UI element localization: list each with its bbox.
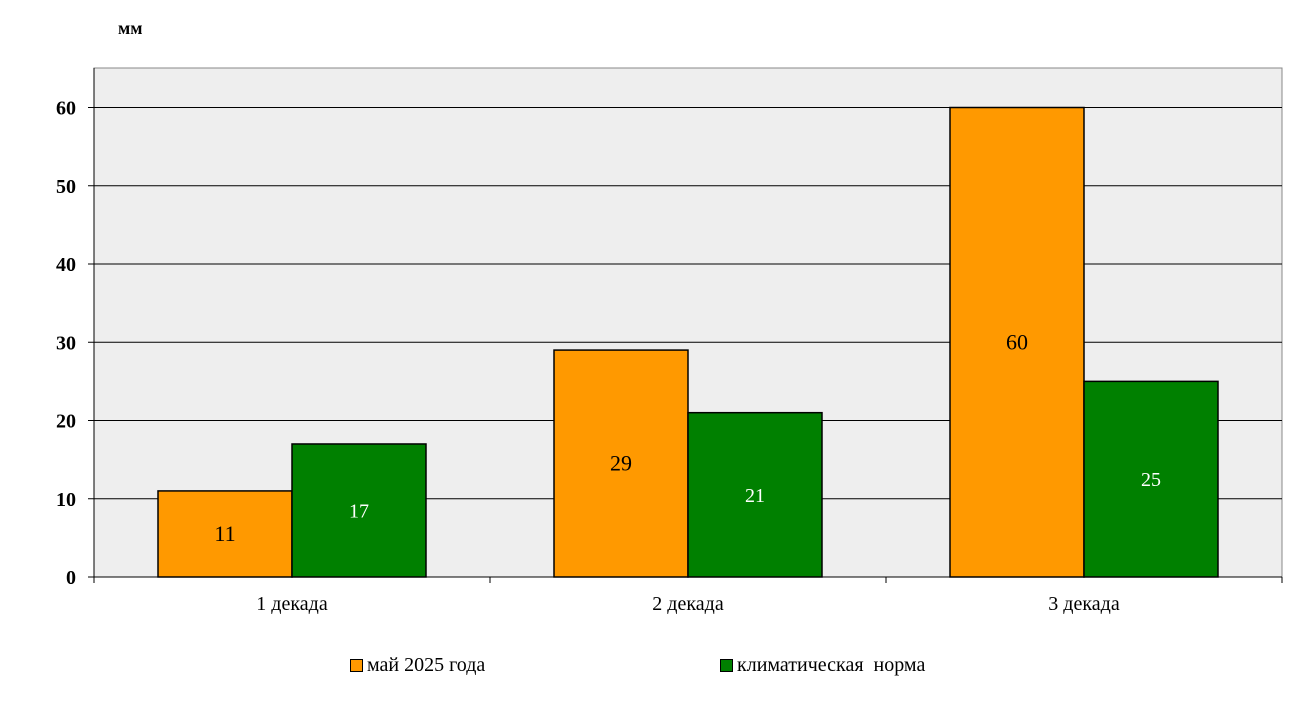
legend-swatch-orange [350,659,363,672]
bar-value-label: 21 [745,485,765,507]
bar-value-label: 29 [610,451,632,476]
y-axis-unit-label: мм [118,18,143,38]
legend-label: май 2025 года [367,654,486,676]
bar-climate-norm [687,411,823,578]
bar-climate-norm [291,443,427,578]
legend-item-climate-norm: климатическая норма [720,654,925,677]
legend-label: климатическая норма [737,654,926,676]
x-category-label: 2 декада [652,593,724,615]
axes: 0 10 20 30 40 50 60 1 декада 2 декада 3 декада [56,68,1283,615]
y-tick-label: 40 [56,254,76,276]
bar-may-2025 [949,106,1085,578]
y-tick-label: 50 [56,176,76,198]
bar-value-label: 60 [1006,329,1028,354]
y-tick-label: 10 [56,489,76,511]
x-category-label: 1 декада [256,593,328,615]
bar-may-2025 [157,490,293,578]
y-tick-label: 20 [56,411,76,433]
bar-may-2025 [553,349,689,578]
legend-swatch-green [720,659,733,672]
bar-climate-norm [1083,380,1219,578]
y-tick-label: 30 [56,332,76,354]
bars-group: 11 17 29 21 60 25 [157,106,1219,578]
bar-value-label: 17 [349,500,369,522]
bar-value-label: 11 [214,521,235,546]
x-category-label: 3 декада [1048,593,1120,615]
legend: май 2025 года климатическая норма [0,654,1308,680]
y-tick-label: 0 [66,567,76,589]
y-tick-label: 60 [56,98,76,120]
bar-value-label: 25 [1141,469,1161,491]
legend-item-may-2025: май 2025 года [350,654,485,677]
